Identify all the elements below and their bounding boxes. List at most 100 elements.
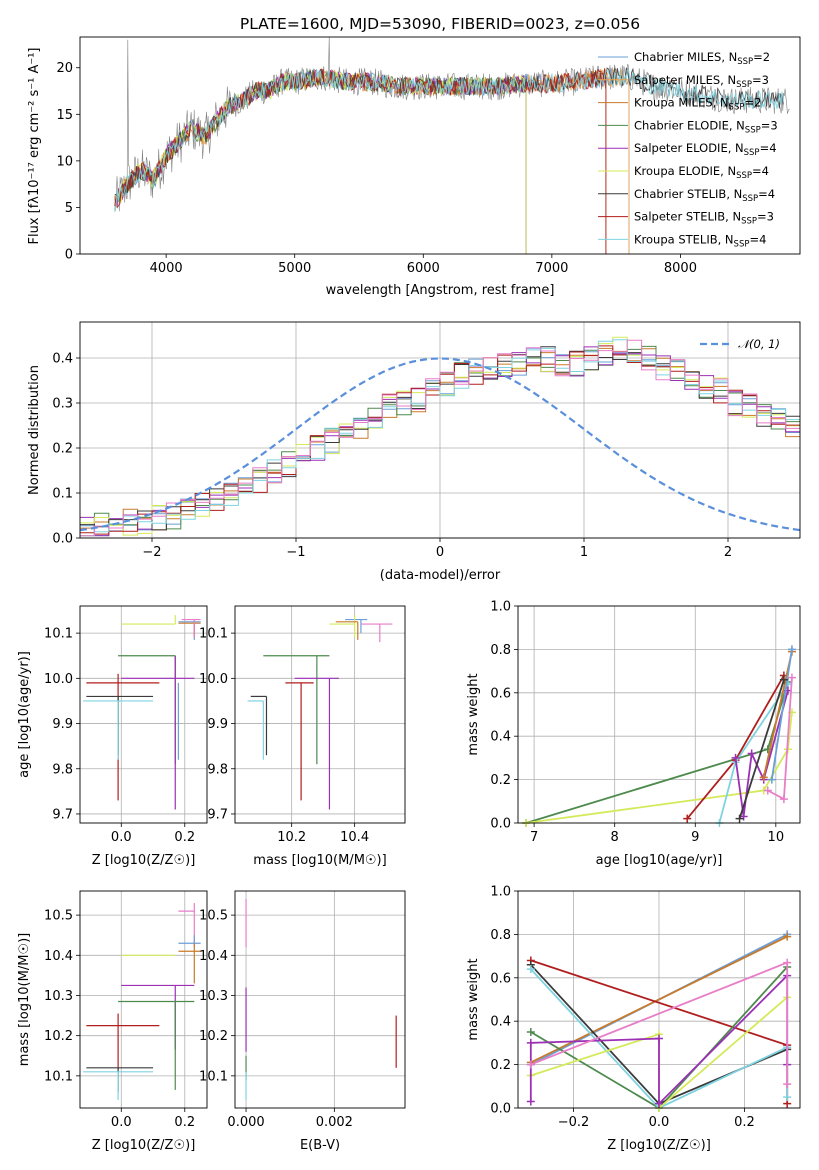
y-tick-label: 10.1 bbox=[44, 1069, 73, 1084]
y-tick-label: 10 bbox=[56, 154, 73, 169]
y-tick-label: 10.1 bbox=[199, 1069, 228, 1084]
age-vs-Z-frame bbox=[79, 605, 208, 824]
spectrum-model-line bbox=[114, 68, 630, 254]
mass-vs-EBV-xlabel: E(B-V) bbox=[300, 1138, 340, 1153]
spectrum-model-line bbox=[114, 68, 784, 212]
x-tick-label: 0.2 bbox=[174, 1115, 195, 1130]
mass-weight-vs-Z-frame bbox=[517, 890, 801, 1109]
mass-weight-line bbox=[762, 651, 793, 778]
mass-weight-vs-age-axes: 7 8 9 10 0.0 0.2 0.4 0.6 0.8 1.0 bbox=[490, 600, 800, 845]
mass-vs-Z-ylabel: mass [log10(M/M☉)] bbox=[17, 933, 32, 1066]
x-tick-label: 0.0 bbox=[111, 1115, 132, 1130]
mass-weight-marker bbox=[787, 673, 796, 682]
spectrum-model-line bbox=[114, 67, 607, 254]
x-tick-label: 1 bbox=[580, 545, 588, 560]
y-tick-label: 10.2 bbox=[44, 1029, 73, 1044]
age-vs-mass-errorbars bbox=[247, 615, 393, 810]
y-tick-label: 0.8 bbox=[490, 928, 511, 943]
mass-vs-Z-frame bbox=[79, 890, 208, 1109]
y-tick-label: 0.1 bbox=[52, 487, 73, 502]
mass-weight-marker bbox=[779, 675, 788, 684]
gaussian-curve bbox=[79, 357, 801, 532]
y-tick-label: 10.2 bbox=[199, 1029, 228, 1044]
legend-label: Salpeter ELODIE, NSSP=4 bbox=[634, 141, 777, 158]
y-tick-label: 9.8 bbox=[52, 762, 73, 777]
spectrum-model-line bbox=[114, 67, 630, 254]
mass-vs-EBV-errorbars bbox=[245, 899, 397, 1100]
y-tick-label: 9.9 bbox=[207, 717, 228, 732]
mass-weight-marker bbox=[783, 932, 792, 941]
age-vs-Z-xlabel: Z [log10(Z/Z☉)] bbox=[92, 853, 196, 868]
y-tick-label: 5 bbox=[65, 201, 73, 216]
histogram-series bbox=[80, 345, 800, 535]
x-tick-label: 0.2 bbox=[174, 830, 195, 845]
mass-weight-vs-Z-ylabel: mass weight bbox=[466, 958, 481, 1040]
x-tick-label: 6000 bbox=[407, 261, 440, 276]
y-tick-label: 10.0 bbox=[44, 672, 73, 687]
y-tick-label: 9.9 bbox=[52, 717, 73, 732]
y-tick-label: 10.4 bbox=[199, 949, 228, 964]
spectrum-xlabel: wavelength [Angstrom, rest frame] bbox=[326, 283, 555, 298]
y-tick-label: 10.0 bbox=[199, 672, 228, 687]
mass-weight-marker bbox=[763, 786, 772, 795]
mass-vs-Z-xlabel: Z [log10(Z/Z☉)] bbox=[92, 1138, 196, 1153]
x-tick-label: 7 bbox=[530, 830, 538, 845]
legend-label: Kroupa ELODIE, NSSP=4 bbox=[634, 164, 769, 181]
mass-weight-marker bbox=[783, 958, 792, 967]
y-tick-label: 15 bbox=[56, 108, 73, 123]
mass-weight-marker bbox=[526, 1097, 535, 1106]
mass-weight-line bbox=[738, 679, 785, 819]
mass-weight-vs-age-frame bbox=[517, 605, 801, 824]
y-tick-label: 0.4 bbox=[490, 730, 511, 745]
residuals-xlabel: (data-model)/error bbox=[380, 568, 501, 583]
residuals-frame bbox=[79, 321, 801, 539]
histogram-series bbox=[80, 339, 800, 537]
spectrum-ylabel: Flux [fλ10⁻¹⁷ erg cm⁻² s⁻¹ A⁻¹] bbox=[27, 48, 42, 245]
x-tick-label: −1 bbox=[286, 545, 305, 560]
residual-histograms bbox=[80, 336, 800, 537]
x-tick-label: 4000 bbox=[150, 261, 183, 276]
y-tick-label: 0.4 bbox=[490, 1015, 511, 1030]
y-tick-label: 0.8 bbox=[490, 643, 511, 658]
y-tick-label: 9.8 bbox=[207, 762, 228, 777]
mass-vs-Z-errorbars bbox=[83, 903, 201, 1100]
y-tick-label: 0.6 bbox=[490, 686, 511, 701]
x-tick-label: 0.002 bbox=[316, 1115, 353, 1130]
spectrum-legend: Chabrier MILES, NSSP=2 Salpeter MILES, NS… bbox=[598, 50, 778, 249]
mass-weight-line bbox=[525, 681, 789, 824]
figure-title: PLATE=1600, MJD=53090, FIBERID=0023, z=0… bbox=[240, 15, 640, 33]
age-vs-Z-axes: 0.0 0.2 9.7 9.8 9.9 10.0 10.1 bbox=[44, 606, 207, 845]
mass-weight-line bbox=[686, 674, 785, 820]
mass-weight-marker bbox=[787, 645, 796, 654]
x-tick-label: −2 bbox=[142, 545, 161, 560]
mass-vs-Z-axes: 0.0 0.2 10.1 10.2 10.3 10.4 10.5 bbox=[44, 891, 207, 1130]
y-tick-label: 0.3 bbox=[52, 397, 73, 412]
x-tick-label: 7000 bbox=[535, 261, 568, 276]
legend-gaussian-label: 𝒩(0, 1) bbox=[738, 337, 780, 351]
x-tick-label: 0.0 bbox=[111, 830, 132, 845]
y-tick-label: 9.7 bbox=[207, 807, 228, 822]
mass-weight-vs-Z-xlabel: Z [log10(Z/Z☉)] bbox=[607, 1138, 711, 1153]
x-tick-label: 0.0 bbox=[649, 1115, 670, 1130]
spectrum-lines bbox=[114, 37, 790, 254]
y-tick-label: 0 bbox=[65, 248, 73, 263]
mass-weight-marker bbox=[783, 1093, 792, 1102]
y-tick-label: 9.7 bbox=[52, 807, 73, 822]
y-tick-label: 10.4 bbox=[44, 949, 73, 964]
y-tick-label: 1.0 bbox=[490, 885, 511, 900]
y-tick-label: 0.2 bbox=[52, 442, 73, 457]
spectrum-axes: 4000 5000 6000 7000 8000 0 5 10 15 20 bbox=[56, 61, 697, 276]
y-tick-label: 1.0 bbox=[490, 600, 511, 615]
x-tick-label: 0.000 bbox=[227, 1115, 264, 1130]
legend-label: Chabrier STELIB, NSSP=4 bbox=[634, 187, 775, 204]
legend-label: Chabrier MILES, NSSP=2 bbox=[634, 50, 770, 67]
spectrum-frame bbox=[79, 36, 801, 255]
x-tick-label: 2 bbox=[724, 545, 732, 560]
mass-vs-EBV-frame bbox=[234, 890, 406, 1109]
age-vs-mass-axes: 10.2 10.4 9.7 9.8 9.9 10.0 10.1 bbox=[199, 606, 405, 845]
mass-weight-marker bbox=[747, 749, 756, 758]
x-tick-label: 8000 bbox=[664, 261, 697, 276]
mass-weight-vs-age-ylabel: mass weight bbox=[466, 673, 481, 755]
